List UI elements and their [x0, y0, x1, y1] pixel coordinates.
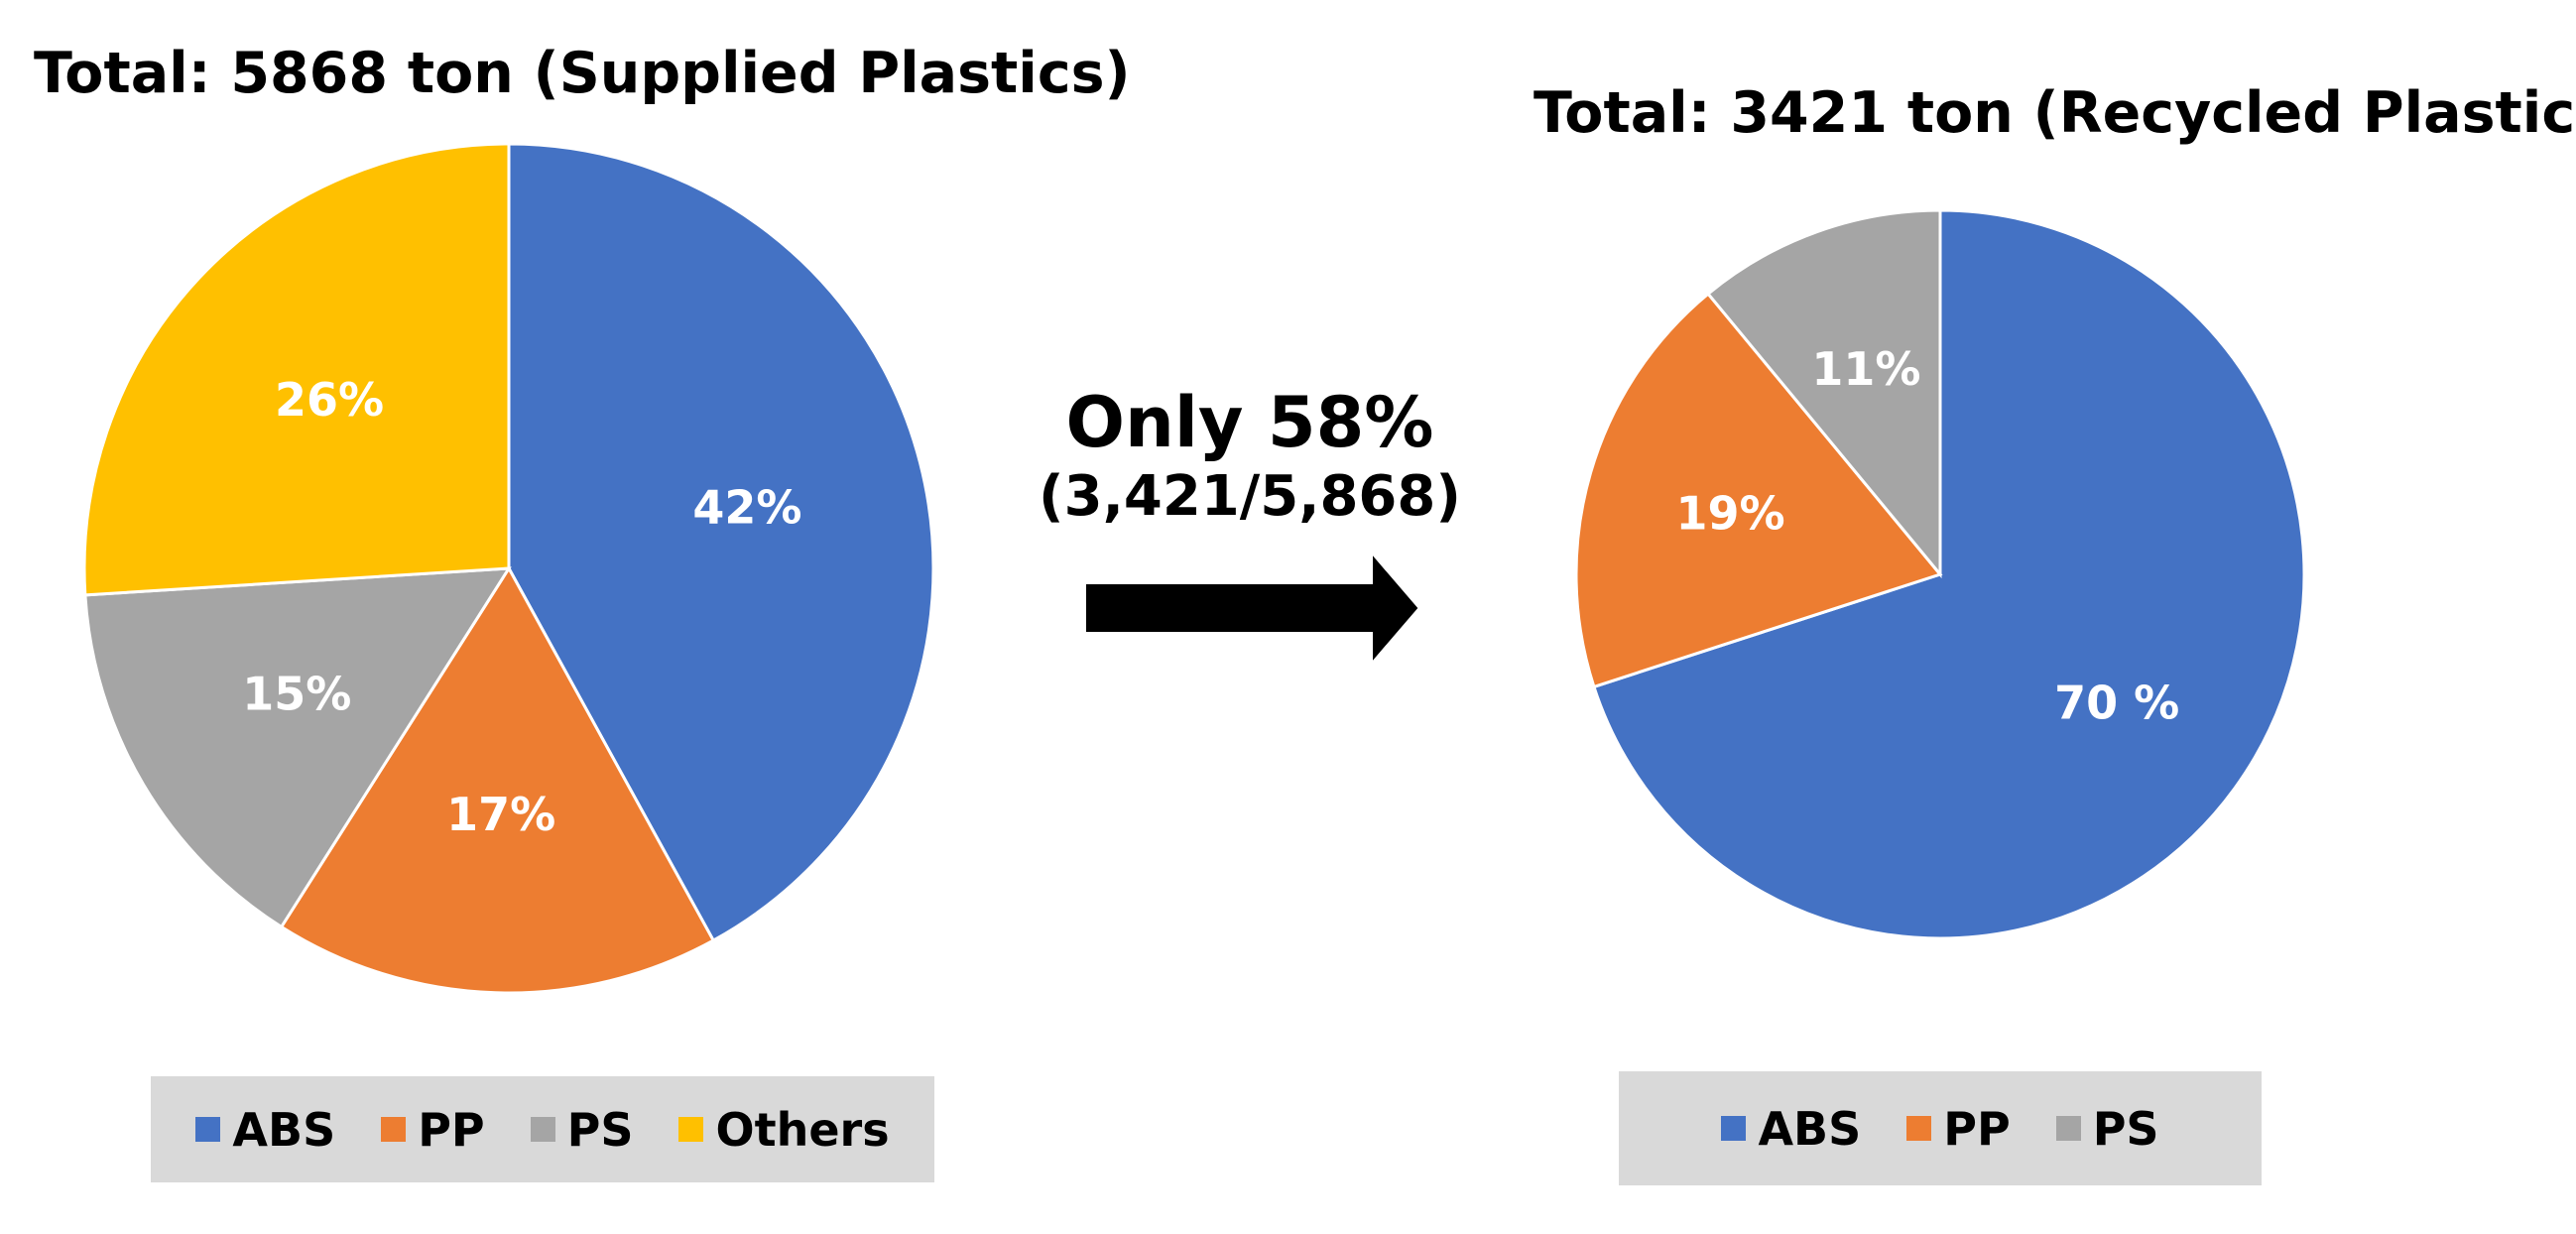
- legend-item-abs: ABS: [1721, 1102, 1861, 1156]
- data-label-pp: 17%: [446, 788, 555, 841]
- chart-title-recycled: Total: 3421 ton (Recycled Plastics): [1533, 80, 2576, 146]
- legend-swatch-ps: [530, 1117, 555, 1142]
- legend-swatch-abs: [195, 1117, 221, 1142]
- legend-label-pp: PP: [418, 1102, 485, 1157]
- legend-swatch-ps: [2055, 1116, 2081, 1141]
- pie-slice-pp: [279, 565, 716, 995]
- legend-supplied: ABS PP PS Others: [151, 1076, 934, 1182]
- legend-label-ps: PS: [566, 1102, 634, 1157]
- legend-swatch-others: [678, 1117, 704, 1142]
- legend-item-others: Others: [678, 1102, 890, 1157]
- legend-swatch-pp: [381, 1117, 407, 1142]
- recycling-rate-annotation: Only 58% (3,421/5,868): [992, 385, 1508, 529]
- data-label-abs: 42%: [692, 480, 801, 534]
- legend-item-ps: PS: [2055, 1101, 2159, 1156]
- chart-title-supplied: Total: 5868 ton (Supplied Plastics): [34, 41, 1131, 106]
- data-label-others: 26%: [275, 373, 384, 427]
- pie-slice-pp: [1574, 292, 1943, 689]
- legend-recycled: ABS PP PS: [1619, 1071, 2262, 1185]
- legend-item-ps: PS: [530, 1102, 634, 1157]
- legend-label-abs: ABS: [1758, 1101, 1862, 1156]
- legend-item-abs: ABS: [195, 1103, 335, 1157]
- legend-swatch-pp: [1906, 1116, 1932, 1141]
- legend-item-pp: PP: [1906, 1101, 2011, 1156]
- legend-label-abs: ABS: [232, 1102, 336, 1157]
- legend-label-others: Others: [715, 1102, 890, 1157]
- data-label-ps: 15%: [242, 667, 351, 720]
- legend-item-pp: PP: [381, 1102, 485, 1157]
- legend-label-ps: PS: [2092, 1101, 2159, 1156]
- recycling-rate-ratio: (3,421/5,868): [1039, 464, 1461, 529]
- legend-swatch-abs: [1721, 1116, 1747, 1141]
- pie-slice-abs: [507, 142, 935, 943]
- recycling-rate-headline: Only 58%: [1065, 382, 1434, 463]
- data-label-pp: 19%: [1675, 487, 1784, 541]
- pie-slice-ps: [83, 566, 512, 929]
- pie-slice-abs: [1592, 208, 2306, 940]
- pie-slice-others: [82, 142, 511, 597]
- data-label-abs: 70 %: [2054, 676, 2179, 729]
- data-label-ps: 11%: [1811, 342, 1920, 396]
- legend-label-pp: PP: [1943, 1101, 2011, 1156]
- pie-slice-ps: [1705, 208, 1942, 579]
